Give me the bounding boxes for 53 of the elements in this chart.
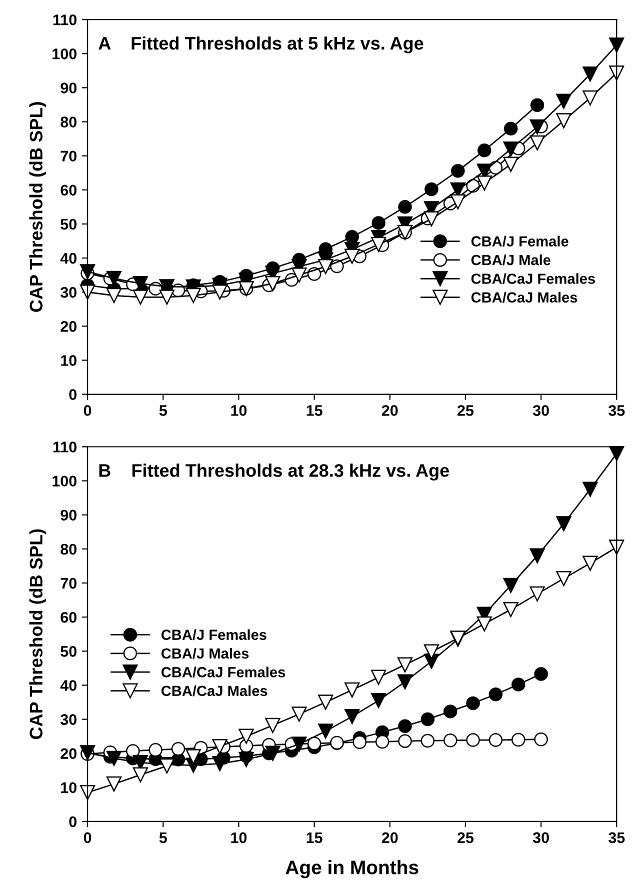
y-tick-label: 30 (60, 286, 76, 298)
x-tick-label: 35 (608, 832, 625, 844)
text: B Fitted Thresholds at 28.3 kHz vs. Age (99, 464, 450, 481)
x-tick-label: 35 (608, 405, 625, 416)
y-tick-label: 10 (61, 782, 76, 794)
legend-label: CBA/CaJ Females (161, 666, 286, 678)
y-tick-label: 0 (69, 389, 76, 400)
y-tick-label: 60 (60, 612, 76, 623)
y-tick-label: 20 (60, 321, 76, 332)
x-tick-label: 15 (306, 405, 322, 416)
x-tick-label: 30 (532, 832, 549, 844)
legend-label: CBA/J Female (471, 236, 568, 247)
x-tick-label: 10 (231, 832, 247, 844)
y-tick-label: 0 (69, 816, 76, 828)
y-tick-label: 90 (60, 82, 76, 94)
legend-label: CBA/CaJ Males (161, 685, 268, 696)
y-tick-label: 50 (60, 218, 76, 230)
y-tick-label: 70 (60, 578, 76, 589)
y-tick-label: 60 (60, 184, 76, 196)
x-tick-label: 0 (84, 832, 92, 844)
y-tick-label: 110 (53, 14, 77, 26)
y-tick-label: 80 (60, 544, 76, 555)
x-tick-label: 25 (458, 405, 474, 416)
y-tick-label: 100 (52, 48, 77, 60)
x-tick-label: 10 (231, 405, 247, 416)
x-tick-label: 20 (382, 405, 398, 416)
legend-label: CBA/J Males (161, 648, 249, 659)
y-tick-label: 30 (60, 714, 76, 725)
y-tick-label: 80 (60, 116, 76, 128)
x-tick-label: 5 (159, 832, 167, 844)
x-axis-title: Age in Months (286, 860, 418, 878)
y-tick-label: 20 (60, 748, 76, 760)
x-tick-label: 20 (382, 832, 398, 844)
y-axis-title: CAP Threshold (dB SPL) (29, 102, 46, 312)
legend-label: CBA/CaJ Males (471, 292, 578, 303)
text: A Fitted Thresholds at 5 kHz vs. Age (98, 36, 424, 54)
legend-label: CBA/J Male (471, 254, 550, 266)
legend-label: CBA/J Females (161, 629, 266, 640)
y-tick-label: 50 (60, 646, 76, 657)
y-tick-label: 40 (60, 252, 76, 264)
x-tick-label: 0 (84, 405, 92, 416)
legend-label: CBA/CaJ Females (471, 273, 595, 284)
x-tick-label: 25 (458, 832, 474, 844)
y-tick-label: 10 (61, 355, 76, 366)
y-tick-label: 90 (60, 510, 76, 521)
y-tick-label: 40 (60, 680, 76, 691)
y-tick-label: 100 (52, 476, 77, 487)
y-tick-label: 70 (60, 150, 76, 162)
y-axis-title: CAP Threshold (dB SPL) (29, 529, 46, 740)
x-tick-label: 5 (159, 405, 167, 416)
x-tick-label: 30 (532, 405, 549, 416)
x-tick-label: 15 (306, 832, 322, 844)
y-tick-label: 110 (53, 442, 77, 452)
